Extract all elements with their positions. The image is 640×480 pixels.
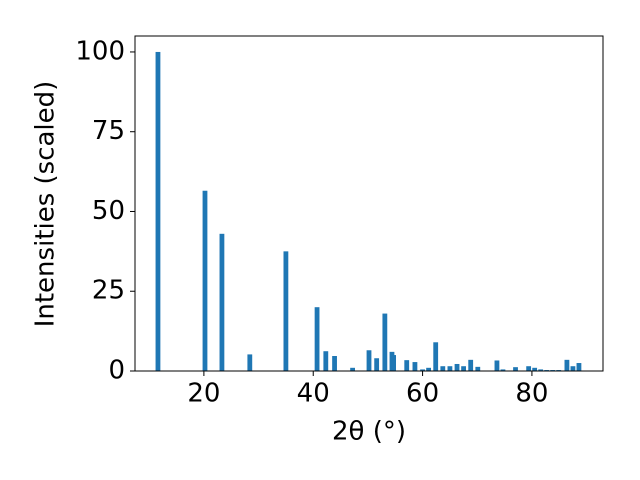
y-tick-label: 25 <box>92 276 125 306</box>
bar <box>155 51 161 371</box>
bar <box>564 359 570 371</box>
y-tick-label: 100 <box>75 36 125 66</box>
bar <box>538 369 544 371</box>
bar <box>468 359 474 371</box>
x-tick-label: 80 <box>515 379 548 409</box>
bar <box>526 366 532 371</box>
bar <box>283 251 289 371</box>
bar <box>350 367 355 371</box>
bar <box>500 369 506 371</box>
bar <box>461 366 466 371</box>
bar <box>576 363 582 371</box>
plot-frame <box>134 35 604 372</box>
bar <box>366 350 372 371</box>
bar <box>454 363 460 371</box>
bar <box>433 342 439 371</box>
bar <box>475 366 481 371</box>
bar <box>494 360 500 371</box>
bar <box>570 366 576 371</box>
bar <box>412 362 418 371</box>
bar <box>247 354 253 371</box>
bar <box>513 367 518 371</box>
bar <box>447 366 453 371</box>
bar <box>202 190 208 371</box>
bar <box>532 367 538 371</box>
x-axis-label: 2θ (°) <box>332 417 406 447</box>
bar <box>314 307 320 371</box>
bar <box>323 351 329 371</box>
bar <box>391 355 397 371</box>
bar <box>332 356 337 371</box>
bar <box>374 358 380 371</box>
bar <box>440 366 446 371</box>
x-tick-label: 40 <box>297 379 330 409</box>
bar <box>382 313 388 371</box>
bar <box>426 367 431 371</box>
x-tick-label: 20 <box>187 379 220 409</box>
x-tick-label: 60 <box>406 379 439 409</box>
y-tick-label: 50 <box>92 196 125 226</box>
bar <box>219 233 225 371</box>
y-tick-label: 75 <box>92 116 125 146</box>
bar <box>404 360 410 371</box>
bar <box>420 369 425 371</box>
y-axis-label: Intensities (scaled) <box>31 81 61 328</box>
y-tick-label: 0 <box>108 356 125 386</box>
